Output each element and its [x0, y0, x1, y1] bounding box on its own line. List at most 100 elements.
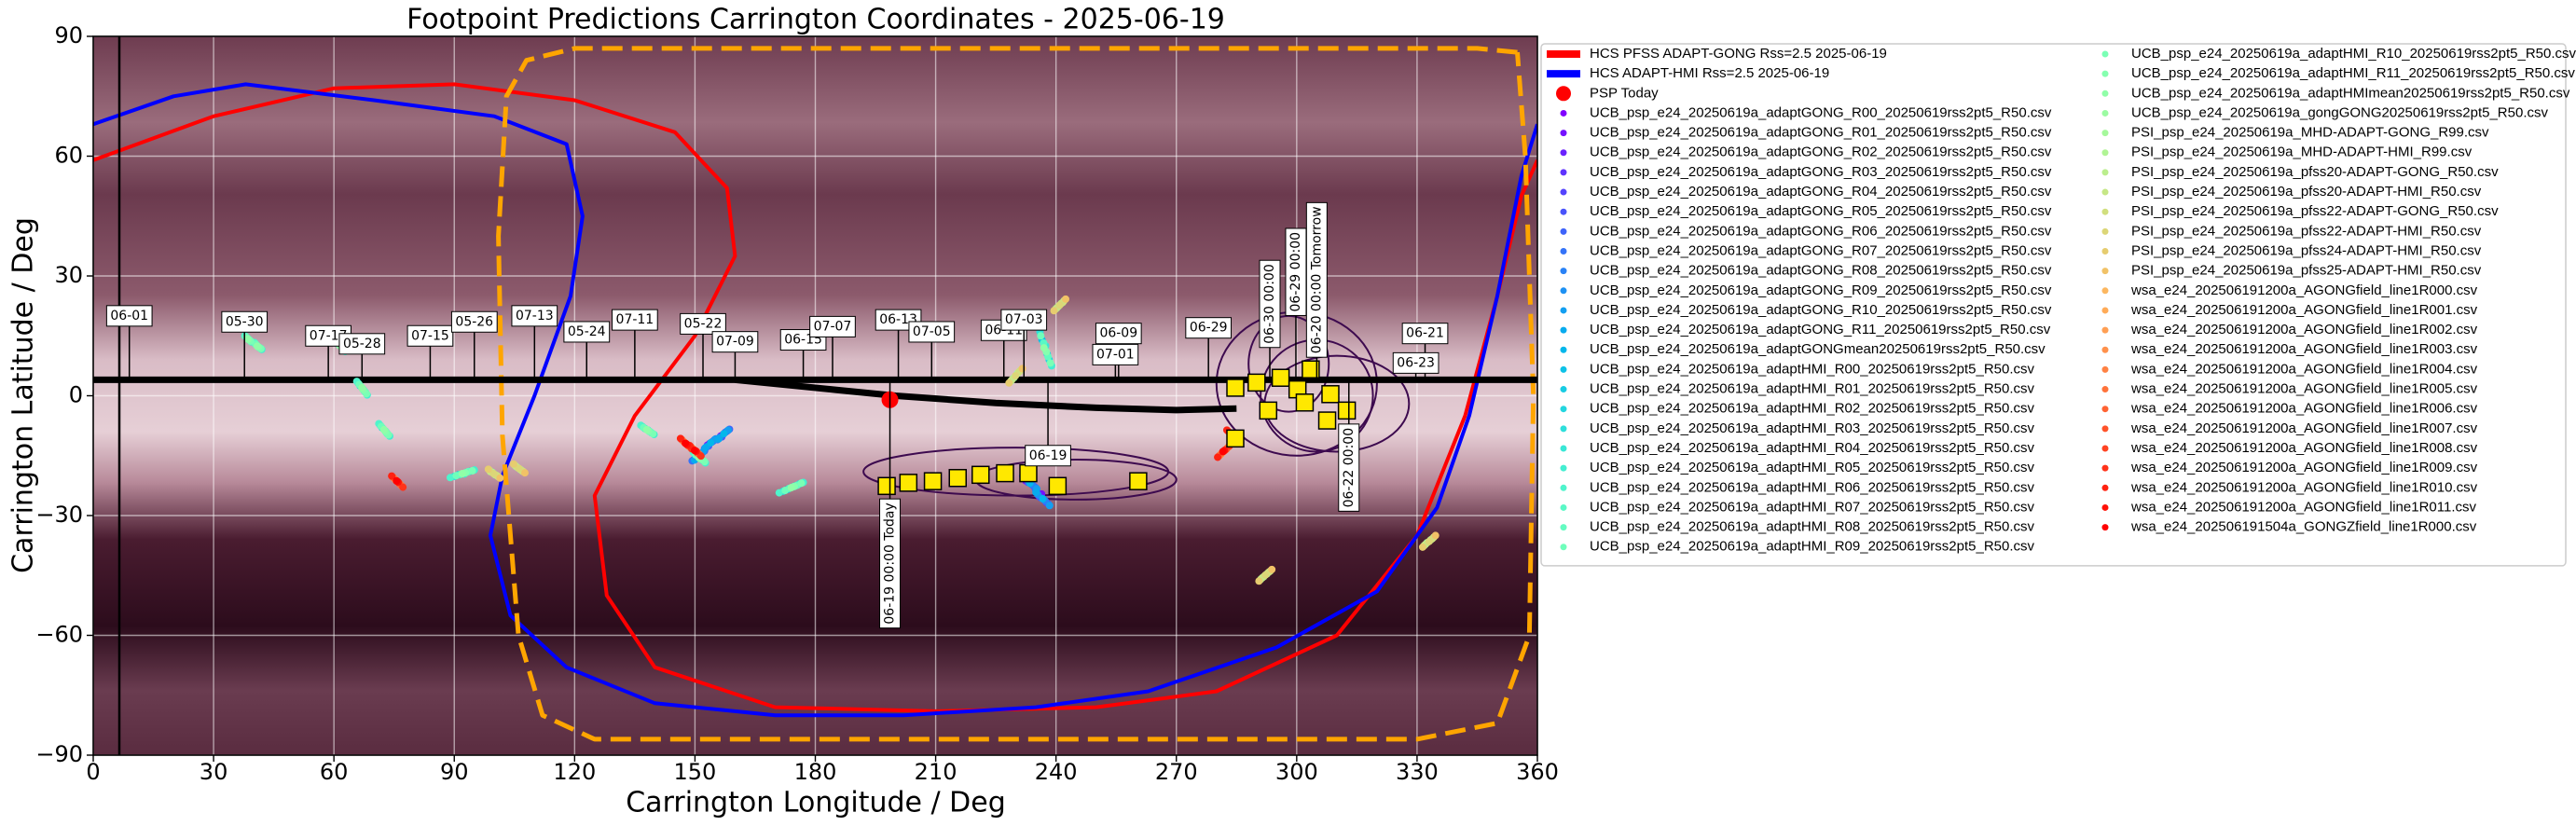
- chart-title: Footpoint Predictions Carrington Coordin…: [406, 4, 1225, 36]
- legend-label: UCB_psp_e24_20250619a_adaptGONG_R04_2025…: [1590, 184, 2052, 200]
- footpoint: [1037, 332, 1045, 340]
- legend-label: UCB_psp_e24_20250619a_adaptGONG_R02_2025…: [1590, 145, 2052, 160]
- line: [735, 376, 1237, 414]
- legend-label: PSI_psp_e24_20250619a_pfss20-ADAPT-GONG_…: [2131, 164, 2499, 180]
- x-tick-label: 0: [86, 759, 100, 785]
- legend-swatch: [1560, 503, 1567, 511]
- footpoint: [1050, 307, 1058, 315]
- footpoint: [515, 464, 523, 473]
- legend-label: UCB_psp_e24_20250619a_adaptGONG_R10_2025…: [1590, 302, 2052, 318]
- legend-swatch: [2101, 89, 2109, 97]
- trajectory-marker: [1271, 368, 1290, 387]
- annotation-label: 07-07: [814, 319, 852, 334]
- annotation-label: 06-19 00:00 Today: [883, 502, 898, 624]
- legend-swatch: [2101, 130, 2109, 137]
- annotation-box: [563, 321, 611, 343]
- footpoint: [1431, 531, 1440, 540]
- legend-swatch: [2101, 524, 2109, 531]
- footpoint: [489, 470, 498, 478]
- annotation: 07-15: [406, 324, 454, 347]
- legend-label: UCB_psp_e24_20250619a_adaptHMI_R05_20250…: [1590, 460, 2035, 475]
- legend-swatch: [2101, 425, 2109, 433]
- legend-label: wsa_e24_202506191200a_AGONGfield_line1R0…: [2130, 282, 2478, 298]
- annotation-box: [908, 321, 956, 343]
- annotation-box: [105, 305, 153, 327]
- annotation: 05-30: [221, 310, 269, 333]
- footpoint: [1039, 495, 1047, 503]
- trajectory-marker: [1321, 385, 1340, 404]
- annotation-box: [1095, 323, 1142, 345]
- footpoint: [707, 439, 715, 447]
- x-tick-label: 90: [440, 759, 469, 785]
- annotation: 07-07: [809, 315, 856, 337]
- annotation: 06-29: [1185, 317, 1233, 339]
- legend-swatch: [1560, 365, 1567, 373]
- legend-label: UCB_psp_e24_20250619a_adaptHMI_R03_20250…: [1590, 420, 2035, 436]
- footpoint: [696, 452, 705, 461]
- annotation-box: [450, 310, 498, 333]
- footpoint: [358, 383, 366, 392]
- legend-label: UCB_psp_e24_20250619a_adaptHMI_R10_20250…: [2131, 46, 2576, 62]
- footpoint: [1040, 344, 1048, 352]
- annotation-label: 07-17: [310, 328, 348, 343]
- legend-swatch: [1547, 50, 1580, 58]
- footpoint: [642, 425, 651, 434]
- annotation-label: 06-29: [1190, 321, 1228, 336]
- legend-swatch: [1560, 346, 1567, 353]
- x-tick-label: 270: [1155, 759, 1198, 785]
- footpoint: [1055, 301, 1064, 310]
- x-tick-label: 210: [915, 759, 957, 785]
- footpoint: [1061, 295, 1069, 303]
- annotation-label: 07-15: [411, 328, 449, 343]
- legend-label: wsa_e24_202506191200a_AGONGfield_line1R0…: [2130, 341, 2478, 357]
- legend-swatch: [1560, 130, 1567, 137]
- legend-label: UCB_psp_e24_20250619a_adaptGONG_R08_2025…: [1590, 263, 2052, 279]
- annotation: 07-05: [908, 321, 956, 343]
- annotation-box: [711, 331, 759, 353]
- footpoint: [1018, 365, 1026, 373]
- annotation-box: [1000, 309, 1048, 331]
- y-tick-label: −60: [35, 622, 83, 648]
- line: [496, 46, 1536, 742]
- legend-label: wsa_e24_202506191200a_AGONGfield_line1R0…: [2130, 440, 2478, 456]
- annotation: 05-22: [680, 312, 726, 335]
- trajectory-marker: [1129, 472, 1148, 490]
- footpoint: [1214, 453, 1222, 461]
- annotation-label: 07-09: [716, 335, 754, 350]
- legend-swatch: [1556, 86, 1571, 102]
- legend-swatch: [2101, 287, 2109, 295]
- annotation-box: [809, 315, 856, 337]
- annotation-label: 07-05: [913, 324, 951, 339]
- legend-label: PSI_psp_e24_20250619a_pfss24-ADAPT-HMI_R…: [2131, 242, 2482, 258]
- footpoint: [1268, 565, 1276, 573]
- legend-swatch: [2101, 406, 2109, 413]
- x-axis-label: Carrington Longitude / Deg: [626, 787, 1006, 819]
- legend-label: UCB_psp_e24_20250619a_adaptHMI_R11_20250…: [2131, 65, 2575, 81]
- footpoint: [1046, 359, 1054, 367]
- trajectory-marker: [877, 476, 896, 496]
- legend-swatch: [2101, 70, 2109, 77]
- x-tick-label: 360: [1516, 759, 1559, 785]
- annotation-label: 07-01: [1096, 347, 1135, 362]
- legend-swatch: [2101, 386, 2109, 393]
- annotation-label: 07-13: [516, 309, 554, 324]
- annotation-label: 06-30 00:00: [1262, 264, 1277, 343]
- footpoint: [243, 335, 252, 343]
- footpoint: [1045, 502, 1054, 510]
- legend-label: UCB_psp_e24_20250619a_adaptHMI_R00_20250…: [1590, 361, 2035, 377]
- footpoint: [682, 439, 690, 447]
- legend-label: UCB_psp_e24_20250619a_adaptHMI_R06_20250…: [1590, 479, 2035, 495]
- y-tick-label: −90: [35, 741, 83, 767]
- legend-swatch: [1560, 406, 1567, 413]
- hcs-line: [93, 82, 1537, 713]
- legend-swatch: [2101, 307, 2109, 314]
- legend-swatch: [1560, 208, 1567, 215]
- footpoint: [676, 434, 684, 443]
- legend-swatch: [1560, 544, 1567, 551]
- footpoint: [1219, 447, 1227, 456]
- footpoint: [1012, 372, 1020, 380]
- x-tick-label: 180: [794, 759, 837, 785]
- legend-swatch: [2101, 484, 2109, 491]
- legend-swatch: [2101, 365, 2109, 373]
- footpoint: [781, 487, 790, 495]
